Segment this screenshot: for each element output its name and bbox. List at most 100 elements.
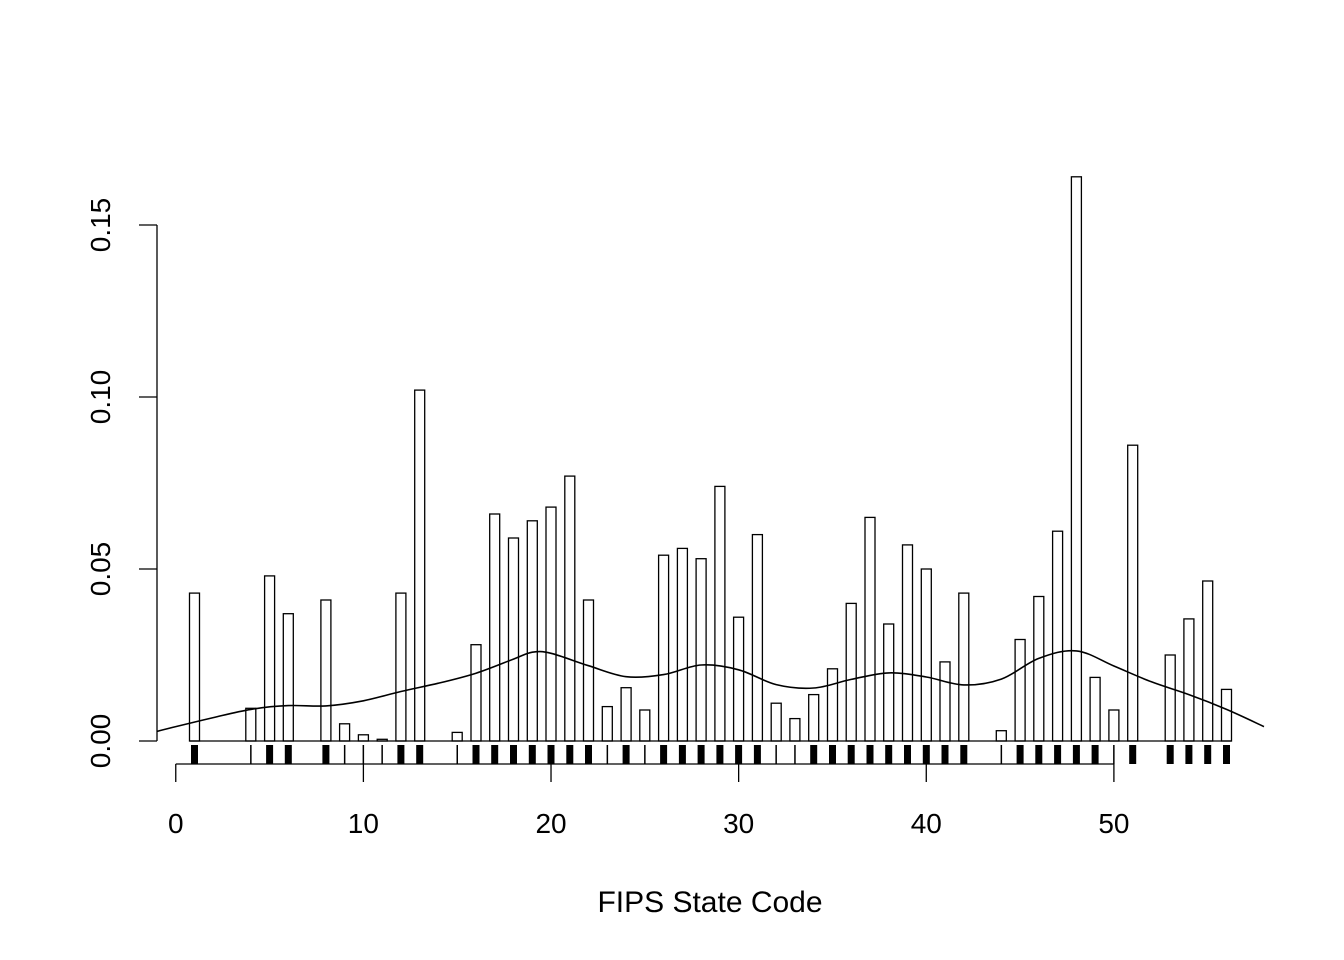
bar: [526, 520, 538, 742]
rug-mark: [1185, 745, 1193, 764]
bar: [1089, 676, 1101, 742]
bar: [620, 687, 632, 742]
x-tick-label: 0: [168, 808, 184, 839]
rug-mark: [1113, 745, 1115, 764]
bar: [395, 592, 407, 742]
rug-mark: [381, 745, 383, 764]
rug-mark: [1091, 745, 1099, 764]
rug-mark: [397, 745, 405, 764]
bar: [1127, 444, 1139, 742]
x-axis-label: FIPS State Code: [597, 886, 822, 919]
bar: [245, 707, 257, 742]
x-tick-label: 30: [723, 808, 754, 839]
rug-mark: [362, 745, 365, 764]
bar: [826, 668, 839, 742]
rug-mark: [266, 745, 274, 764]
rug-mark: [456, 745, 458, 764]
bar: [489, 513, 501, 742]
rug-mark: [622, 745, 630, 764]
bar: [1070, 176, 1083, 742]
x-tick-label: 10: [348, 808, 379, 839]
bar: [582, 599, 595, 742]
rug-mark: [416, 745, 424, 764]
bar: [601, 705, 613, 742]
rug-mark: [1129, 745, 1137, 764]
bar: [320, 599, 332, 742]
rug-mark: [794, 745, 796, 764]
rug-mark: [866, 745, 874, 764]
rug-mark: [510, 745, 517, 764]
density-curve: [156, 649, 1265, 733]
rug-mark: [810, 745, 818, 764]
rug-mark: [1223, 745, 1230, 764]
bar: [920, 568, 932, 742]
rug-mark: [1054, 745, 1062, 764]
y-axis: 0.00 0.05 0.10 0.15: [85, 198, 158, 768]
y-tick-label: 0.15: [85, 198, 116, 253]
rug-mark: [644, 745, 646, 764]
rug-mark: [1166, 745, 1174, 764]
rug-mark: [697, 745, 705, 764]
rug-mark: [1016, 745, 1024, 764]
bar: [1220, 688, 1233, 742]
y-tick-label: 0.10: [85, 370, 116, 425]
rug-mark: [941, 745, 949, 764]
bar: [338, 723, 351, 742]
bar: [470, 644, 482, 742]
rug-mark: [885, 745, 893, 764]
bar: [864, 516, 876, 742]
bar: [451, 731, 463, 742]
bar: [1202, 580, 1214, 742]
bar: [263, 575, 276, 742]
bar: [732, 616, 745, 742]
bar: [1108, 709, 1120, 742]
bar: [1014, 638, 1026, 742]
rug-mark: [1204, 745, 1212, 764]
bar: [958, 592, 970, 742]
bar: [770, 702, 782, 742]
bar: [282, 613, 294, 742]
rug-mark: [547, 745, 555, 764]
bar: [1183, 618, 1195, 742]
rug-mark: [566, 745, 574, 764]
rug-mark: [1000, 745, 1003, 764]
bar: [883, 623, 895, 742]
rug-mark: [829, 745, 836, 764]
bar: [545, 506, 557, 742]
rug-mark: [678, 745, 686, 764]
rug-mark: [922, 745, 930, 764]
bar: [507, 537, 520, 742]
bar: [564, 475, 576, 742]
bar: [1051, 530, 1064, 742]
bars-layer: [188, 176, 1233, 742]
bar: [808, 693, 820, 742]
rug-mark: [775, 745, 777, 764]
rug-mark: [528, 745, 536, 764]
rug-mark: [960, 745, 968, 764]
bar: [695, 558, 707, 742]
x-tick-label: 50: [1098, 808, 1129, 839]
bar: [714, 485, 726, 742]
rug-layer: [191, 745, 1230, 764]
bar: [639, 709, 651, 742]
x-tick-label: 20: [535, 808, 566, 839]
rug-mark: [716, 745, 724, 764]
rug-mark: [250, 745, 252, 764]
rug-mark: [284, 745, 292, 764]
rug-mark: [904, 745, 911, 764]
rug-mark: [491, 745, 499, 764]
rug-mark: [1072, 745, 1080, 764]
bar: [901, 544, 914, 742]
rug-mark: [585, 745, 592, 764]
bar: [789, 717, 801, 742]
bar: [1033, 595, 1045, 742]
bar: [657, 554, 670, 742]
bar: [845, 602, 857, 742]
rug-mark: [847, 745, 855, 764]
rug-mark: [343, 745, 346, 764]
y-tick-label: 0.05: [85, 542, 116, 597]
bar: [751, 533, 764, 742]
bar: [1164, 654, 1176, 742]
rug-mark: [322, 745, 330, 764]
